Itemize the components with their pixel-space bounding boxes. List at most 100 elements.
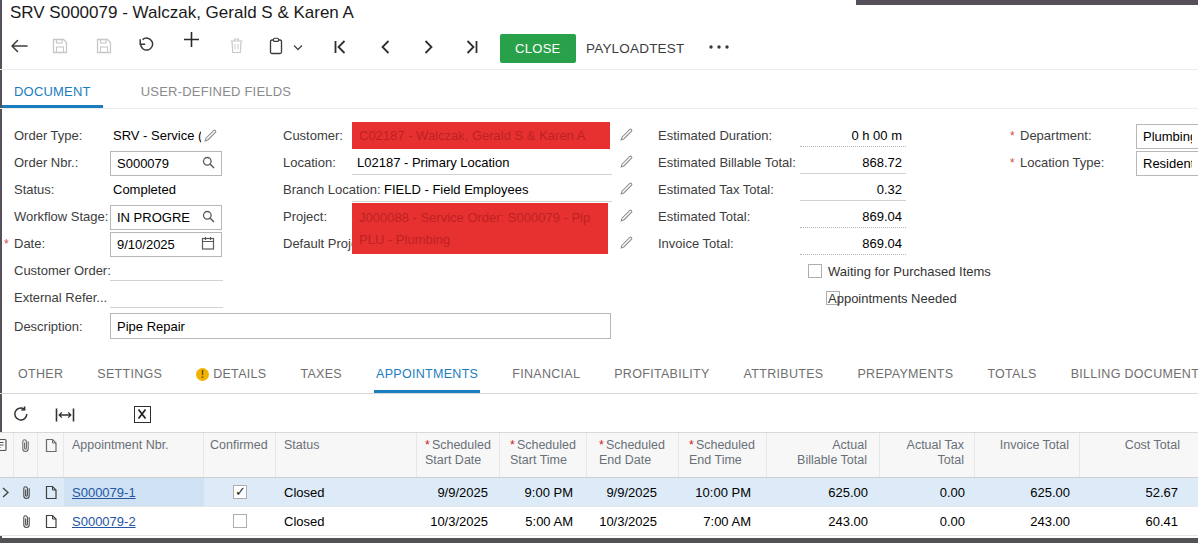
scheduled-start-time-cell: 5:00 AM xyxy=(500,507,587,535)
tab-attributes[interactable]: ATTRIBUTES xyxy=(742,358,826,393)
tab-totals[interactable]: TOTALS xyxy=(985,358,1038,393)
estimated-billable-value: 868.72 xyxy=(800,155,902,170)
col-header-scheduled-start-date[interactable]: *ScheduledStart Date xyxy=(417,433,500,477)
default-project-value: PLU - Plumbing xyxy=(359,232,450,247)
fit-width-icon[interactable] xyxy=(55,408,75,426)
close-button[interactable]: CLOSE xyxy=(500,34,576,63)
last-record-icon[interactable] xyxy=(465,40,479,54)
order-type-value[interactable]: SRV - Service ( xyxy=(113,128,201,144)
tab-taxes[interactable]: TAXES xyxy=(298,358,344,393)
col-header-status[interactable]: Status xyxy=(276,433,417,477)
tab-profitability[interactable]: PROFITABILITY xyxy=(612,358,711,393)
delete-icon[interactable] xyxy=(229,37,244,54)
note-icon[interactable] xyxy=(38,507,64,535)
workflow-stage-field[interactable]: IN PROGRE xyxy=(110,205,222,230)
order-type-edit-icon[interactable] xyxy=(203,128,218,147)
toolbar: CLOSE PAYLOADTEST xyxy=(0,30,1198,68)
save-icon[interactable] xyxy=(96,38,112,54)
order-nbr-lookup-icon[interactable] xyxy=(202,156,215,172)
location-value[interactable]: L02187 - Primary Location xyxy=(357,155,509,171)
table-row[interactable]: S000079-1 Closed 9/9/2025 9:00 PM 9/9/20… xyxy=(0,478,1198,507)
scheduled-start-date-cell: 9/9/2025 xyxy=(417,478,500,506)
customer-edit-icon[interactable] xyxy=(619,127,634,146)
date-calendar-icon[interactable] xyxy=(201,236,215,253)
confirmed-checkbox[interactable] xyxy=(233,485,247,499)
tab-billing-documents[interactable]: BILLING DOCUMENTS xyxy=(1069,358,1198,393)
branch-location-edit-icon[interactable] xyxy=(619,181,634,200)
location-type-field[interactable]: Residenti xyxy=(1136,151,1198,176)
service-order-screen: SRV S000079 - Walczak, Gerald S & Karen … xyxy=(0,0,1198,543)
col-header-scheduled-end-time[interactable]: *ScheduledEnd Time xyxy=(679,433,767,477)
workflow-stage-value: IN PROGRE xyxy=(117,210,202,225)
copy-icon[interactable] xyxy=(269,37,283,55)
invoice-total-cell: 243.00 xyxy=(975,507,1080,535)
estimated-total-value: 869.04 xyxy=(800,209,902,224)
project-label: Project: xyxy=(283,209,327,225)
chevron-down-icon[interactable] xyxy=(293,44,303,52)
department-field[interactable]: Plumbing xyxy=(1136,124,1198,149)
save-close-icon[interactable] xyxy=(52,38,68,54)
prev-record-icon[interactable] xyxy=(380,40,390,54)
col-header-actual-tax-total[interactable]: Actual TaxTotal xyxy=(880,433,975,477)
customer-order-field[interactable] xyxy=(110,280,223,281)
external-ref-field[interactable] xyxy=(110,307,223,308)
workflow-stage-lookup-icon[interactable] xyxy=(202,210,215,226)
date-field[interactable]: 9/10/2025 xyxy=(110,232,222,257)
customer-value: C02187 - Walczak, Gerald S & Karen A xyxy=(359,128,585,143)
project-fields-redacted[interactable]: J000088 - Service Order: S000079 - Pip P… xyxy=(352,203,608,254)
row-selector-icon xyxy=(0,478,14,506)
col-header-scheduled-end-date[interactable]: *ScheduledEnd Date xyxy=(587,433,679,477)
page-title: SRV S000079 - Walczak, Gerald S & Karen … xyxy=(10,3,354,23)
notes-column-icon[interactable] xyxy=(0,433,14,477)
attachment-icon[interactable] xyxy=(14,507,38,535)
location-type-required-marker: * xyxy=(1010,156,1015,170)
waiting-purchased-checkbox[interactable] xyxy=(808,264,822,278)
more-actions-icon[interactable] xyxy=(708,44,730,50)
document-column-icon[interactable] xyxy=(38,433,64,477)
refresh-icon[interactable] xyxy=(12,405,30,427)
tab-settings[interactable]: SETTINGS xyxy=(95,358,164,393)
add-icon[interactable] xyxy=(183,31,200,48)
grid-header: Appointment Nbr. Confirmed Status *Sched… xyxy=(0,432,1198,478)
tab-financial[interactable]: FINANCIAL xyxy=(510,358,582,393)
status-label: Status: xyxy=(14,182,54,198)
location-edit-icon[interactable] xyxy=(619,154,634,173)
tab-other[interactable]: OTHER xyxy=(16,358,65,393)
tab-document[interactable]: DOCUMENT xyxy=(2,78,103,108)
default-project-edit-icon[interactable] xyxy=(619,235,634,254)
payloadtest-button[interactable]: PAYLOADTEST xyxy=(586,41,684,56)
description-field[interactable]: Pipe Repair xyxy=(110,313,611,339)
appointment-link[interactable]: S000079-2 xyxy=(72,514,136,529)
invoice-total-cell: 625.00 xyxy=(975,478,1080,506)
next-record-icon[interactable] xyxy=(424,40,434,54)
col-header-scheduled-start-time[interactable]: *ScheduledStart Time xyxy=(500,433,587,477)
confirmed-checkbox[interactable] xyxy=(233,514,247,528)
branch-location-value[interactable]: FIELD - Field Employees xyxy=(384,182,529,198)
customer-field-redacted[interactable]: C02187 - Walczak, Gerald S & Karen A xyxy=(352,122,610,149)
undo-icon[interactable] xyxy=(137,37,155,55)
attachment-icon[interactable] xyxy=(14,478,38,506)
first-record-icon[interactable] xyxy=(333,40,347,54)
tab-appointments[interactable]: APPOINTMENTS xyxy=(374,358,480,393)
note-icon[interactable] xyxy=(38,478,64,506)
scheduled-end-date-cell: 10/3/2025 xyxy=(587,507,679,535)
table-row[interactable]: S000079-2 Closed 10/3/2025 5:00 AM 10/3/… xyxy=(0,507,1198,536)
estimated-billable-underline xyxy=(800,173,906,174)
export-excel-icon[interactable] xyxy=(134,406,151,423)
scheduled-start-date-cell: 10/3/2025 xyxy=(417,507,500,535)
col-header-confirmed[interactable]: Confirmed xyxy=(204,433,276,477)
tab-prepayments[interactable]: PREPAYMENTS xyxy=(855,358,955,393)
col-header-invoice-total[interactable]: Invoice Total xyxy=(975,433,1080,477)
back-icon[interactable] xyxy=(10,39,29,54)
order-nbr-field[interactable]: S000079 xyxy=(110,151,222,176)
col-header-actual-billable-total[interactable]: ActualBillable Total xyxy=(767,433,880,477)
customer-order-label: Customer Order: xyxy=(14,263,111,279)
department-label: Department: xyxy=(1020,128,1092,144)
col-header-appointment-nbr[interactable]: Appointment Nbr. xyxy=(64,433,204,477)
tab-details[interactable]: DETAILS xyxy=(194,358,268,393)
project-edit-icon[interactable] xyxy=(619,208,634,227)
attachment-column-icon[interactable] xyxy=(14,433,38,477)
appointment-link[interactable]: S000079-1 xyxy=(72,485,136,500)
tab-user-defined-fields[interactable]: USER-DEFINED FIELDS xyxy=(129,78,303,108)
col-header-cost-total[interactable]: Cost Total xyxy=(1080,433,1198,477)
